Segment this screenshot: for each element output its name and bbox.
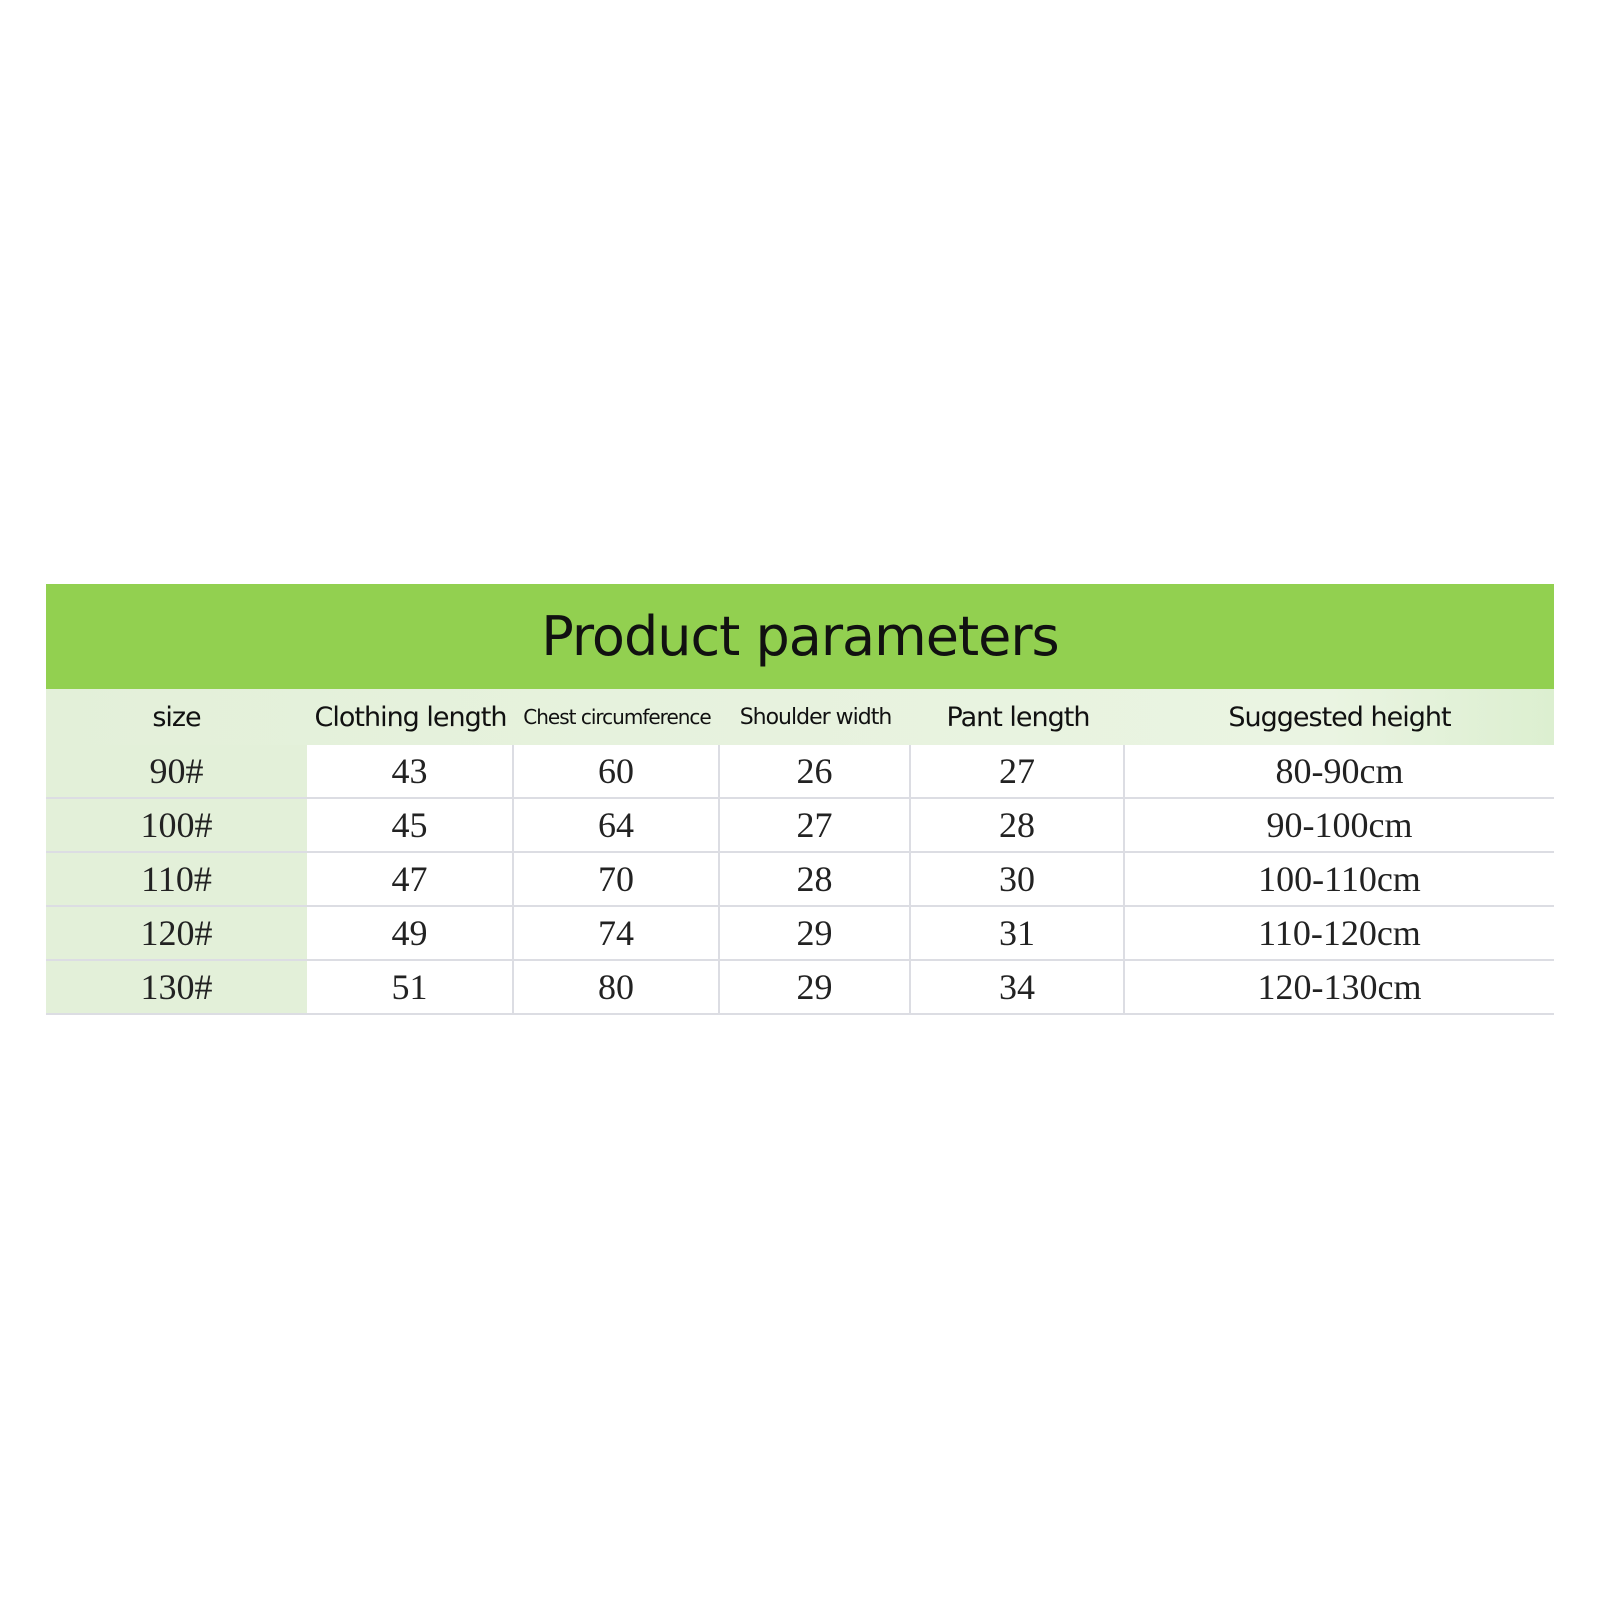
cell-pant-length: 31 — [911, 907, 1125, 959]
table-body: 90# 43 60 26 27 80-90cm 100# 45 64 27 28 90-100cm 11… — [46, 745, 1554, 1015]
header-pant-length: Pant length — [946, 701, 1091, 733]
table-row: 130# 51 80 29 34 120-130cm — [46, 961, 1554, 1015]
cell-suggested-height: 100-110cm — [1258, 859, 1421, 899]
header-chest-circumference: Chest circumference — [523, 705, 711, 729]
header-clothing-length: Clothing length — [314, 701, 508, 733]
cell-suggested-height: 110-120cm — [1258, 913, 1421, 953]
cell-size: 130# — [46, 961, 307, 1013]
cell-shoulder-width: 27 — [720, 799, 911, 851]
cell-size: 110# — [46, 853, 307, 905]
cell-shoulder-width: 26 — [720, 745, 911, 797]
cell-shoulder-width: 29 — [720, 961, 911, 1013]
cell-clothing-length: 43 — [307, 745, 514, 797]
cell-chest-circumference: 70 — [514, 853, 720, 905]
header-size: size — [152, 701, 201, 733]
cell-pant-length: 30 — [911, 853, 1125, 905]
table-row: 100# 45 64 27 28 90-100cm — [46, 799, 1554, 853]
table-title: Product parameters — [46, 584, 1554, 689]
table-row: 90# 43 60 26 27 80-90cm — [46, 745, 1554, 799]
cell-pant-length: 34 — [911, 961, 1125, 1013]
cell-chest-circumference: 60 — [514, 745, 720, 797]
cell-shoulder-width: 28 — [720, 853, 911, 905]
cell-suggested-height: 90-100cm — [1266, 805, 1413, 845]
cell-chest-circumference: 80 — [514, 961, 720, 1013]
cell-chest-circumference: 74 — [514, 907, 720, 959]
cell-size: 100# — [46, 799, 307, 851]
cell-clothing-length: 45 — [307, 799, 514, 851]
header-row: size Clothing length Chest circumference… — [46, 689, 1554, 745]
table-row: 110# 47 70 28 30 100-110cm — [46, 853, 1554, 907]
cell-chest-circumference: 64 — [514, 799, 720, 851]
cell-clothing-length: 49 — [307, 907, 514, 959]
cell-pant-length: 27 — [911, 745, 1125, 797]
header-suggested-height: Suggested height — [1228, 701, 1451, 733]
cell-size: 90# — [46, 745, 307, 797]
cell-suggested-height: 80-90cm — [1275, 751, 1404, 791]
cell-pant-length: 28 — [911, 799, 1125, 851]
cell-suggested-height: 120-130cm — [1257, 967, 1422, 1007]
cell-shoulder-width: 29 — [720, 907, 911, 959]
table-row: 120# 49 74 29 31 110-120cm — [46, 907, 1554, 961]
cell-clothing-length: 47 — [307, 853, 514, 905]
size-chart-table: Product parameters size Clothing length … — [46, 584, 1554, 1015]
cell-size: 120# — [46, 907, 307, 959]
header-shoulder-width: Shoulder width — [739, 704, 893, 730]
cell-clothing-length: 51 — [307, 961, 514, 1013]
